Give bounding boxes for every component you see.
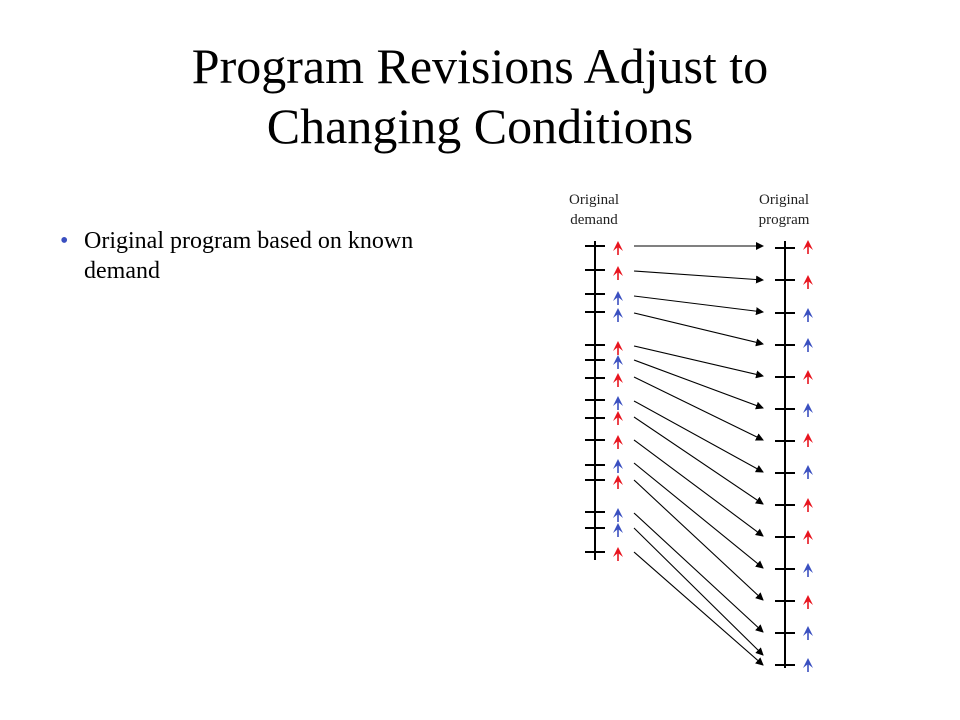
connector-arrow [633, 439, 764, 537]
demand-arrival-blue-icon [613, 508, 623, 522]
up-arrow-head [803, 275, 813, 285]
original-demand-label: Original demand [534, 190, 654, 230]
up-arrow-head [613, 435, 623, 445]
demand-arrival-red-icon [613, 547, 623, 561]
up-arrow-head [803, 308, 813, 318]
program-label-line-2: program [758, 212, 810, 228]
demand-axis [585, 241, 605, 560]
bullet-dot-icon: • [60, 228, 69, 254]
connector-arrow [633, 345, 764, 379]
up-arrow-head [803, 403, 813, 413]
up-arrow-head [803, 626, 813, 636]
program-slots [803, 240, 813, 672]
demand-arrival-blue-icon [613, 355, 623, 369]
program-slot-red-icon [803, 275, 813, 289]
connector-arrow [633, 512, 764, 633]
up-arrow-head [803, 530, 813, 540]
demand-arrivals [613, 241, 623, 561]
bullet-text: Original program based on known demand [84, 228, 414, 284]
title-line-2: Changing Conditions [266, 98, 694, 154]
connector-arrow [633, 479, 764, 601]
program-slot-blue-icon [803, 626, 813, 640]
program-slot-red-icon [803, 498, 813, 512]
demand-arrival-blue-icon [613, 523, 623, 537]
demand-to-program-connectors [633, 242, 764, 666]
demand-arrival-blue-icon [613, 308, 623, 322]
up-arrow-head [613, 355, 623, 365]
program-slot-blue-icon [803, 563, 813, 577]
up-arrow-head [803, 370, 813, 380]
demand-arrival-red-icon [613, 373, 623, 387]
up-arrow-head [613, 523, 623, 533]
demand-label-line-2: demand [570, 212, 618, 228]
up-arrow-head [613, 411, 623, 421]
up-arrow-head [803, 240, 813, 250]
program-label-line-1: Original [759, 192, 809, 208]
program-slot-blue-icon [803, 658, 813, 672]
connector-arrow [633, 359, 764, 410]
up-arrow-head [613, 291, 623, 301]
program-slot-blue-icon [803, 308, 813, 322]
demand-arrival-red-icon [613, 435, 623, 449]
up-arrow-head [803, 595, 813, 605]
connector-arrow [633, 462, 764, 569]
connector-arrow [633, 376, 764, 441]
slide-title: Program Revisions Adjust to Changing Con… [0, 36, 960, 156]
up-arrow-head [613, 266, 623, 276]
up-arrow-head [613, 241, 623, 251]
up-arrow-head [613, 459, 623, 469]
demand-arrival-red-icon [613, 241, 623, 255]
demand-arrival-red-icon [613, 475, 623, 489]
up-arrow-head [613, 341, 623, 351]
program-slot-blue-icon [803, 403, 813, 417]
program-axis [775, 241, 795, 668]
up-arrow-head [613, 475, 623, 485]
demand-arrival-red-icon [613, 411, 623, 425]
program-slot-red-icon [803, 240, 813, 254]
up-arrow-head [613, 396, 623, 406]
connector-arrow [633, 416, 764, 505]
connector-arrow [633, 295, 764, 316]
up-arrow-head [613, 508, 623, 518]
program-slot-blue-icon [803, 465, 813, 479]
up-arrow-head [803, 433, 813, 443]
up-arrow-head [803, 338, 813, 348]
connector-arrow [633, 551, 764, 666]
up-arrow-head [613, 308, 623, 318]
connector-arrow [633, 270, 764, 284]
up-arrow-head [613, 547, 623, 557]
program-slot-red-icon [803, 433, 813, 447]
bullet-list: • Original program based on known demand [58, 226, 478, 286]
program-slot-red-icon [803, 530, 813, 544]
connector-arrow [633, 312, 764, 347]
up-arrow-head [613, 373, 623, 383]
connector-arrow [633, 527, 764, 656]
demand-arrival-red-icon [613, 266, 623, 280]
up-arrow-head [803, 465, 813, 475]
connector-arrow [633, 400, 764, 473]
title-line-1: Program Revisions Adjust to [191, 38, 769, 94]
original-program-label: Original program [724, 190, 844, 230]
program-slot-red-icon [803, 595, 813, 609]
demand-arrival-blue-icon [613, 291, 623, 305]
demand-arrival-red-icon [613, 341, 623, 355]
up-arrow-head [803, 563, 813, 573]
up-arrow-head [803, 658, 813, 668]
program-slot-red-icon [803, 370, 813, 384]
demand-arrival-blue-icon [613, 459, 623, 473]
demand-arrival-blue-icon [613, 396, 623, 410]
up-arrow-head [803, 498, 813, 508]
demand-label-line-1: Original [569, 192, 619, 208]
bullet-item: • Original program based on known demand [58, 226, 478, 286]
program-slot-blue-icon [803, 338, 813, 352]
